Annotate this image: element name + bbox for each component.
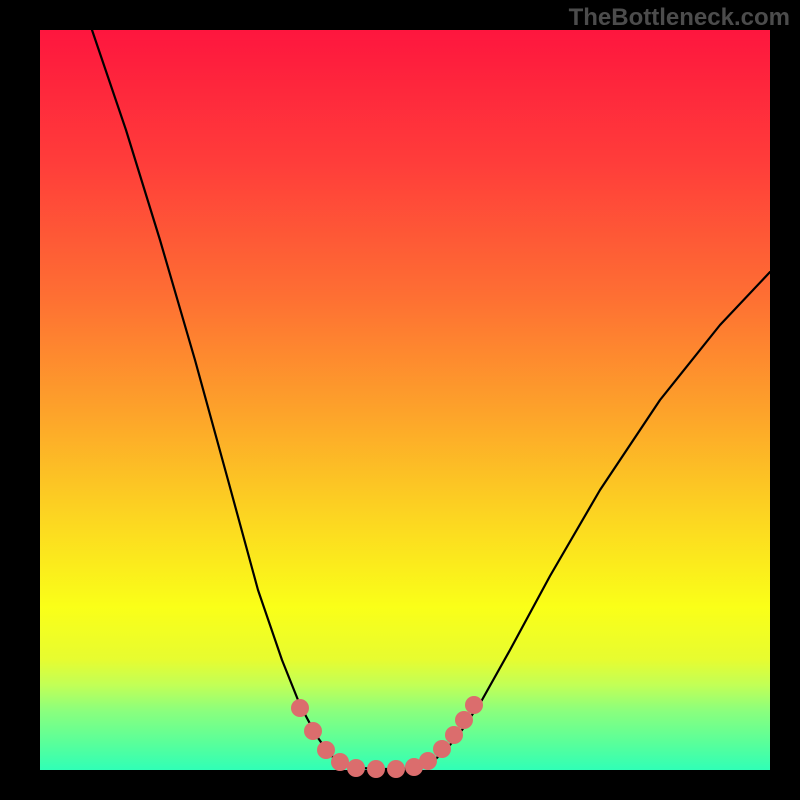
curve-marker xyxy=(455,711,473,729)
curve-marker xyxy=(331,753,349,771)
chart-stage: TheBottleneck.com xyxy=(0,0,800,800)
curve-marker xyxy=(317,741,335,759)
curve-marker xyxy=(433,740,451,758)
curve-marker xyxy=(367,760,385,778)
curve-marker xyxy=(387,760,405,778)
curve-marker xyxy=(291,699,309,717)
curve-marker xyxy=(347,759,365,777)
attribution-text: TheBottleneck.com xyxy=(569,4,790,32)
curve-marker xyxy=(465,696,483,714)
curve-marker xyxy=(304,722,322,740)
curve-marker xyxy=(419,752,437,770)
curve-marker xyxy=(445,726,463,744)
bottleneck-chart xyxy=(0,0,800,800)
